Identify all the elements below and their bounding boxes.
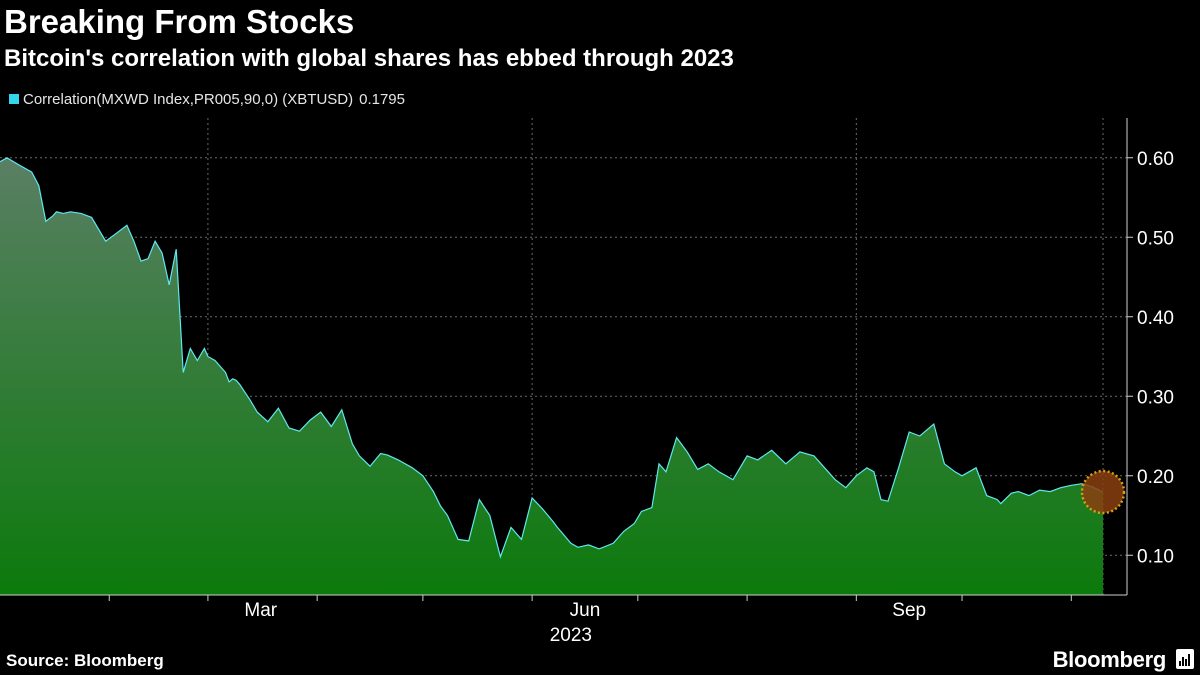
correlation-line xyxy=(0,157,1104,559)
legend-swatch xyxy=(9,94,19,104)
chart-subtitle: Bitcoin's correlation with global shares… xyxy=(4,45,734,72)
axes: 0.10 0.20 0.30 0.40 0.50 0.60 Mar Jun Sep 2023 xyxy=(0,118,1174,646)
correlation-area xyxy=(0,157,1103,596)
bloomberg-terminal-icon xyxy=(1176,649,1194,669)
chart-title: Breaking From Stocks xyxy=(4,3,355,40)
y-tick-label: 0.10 xyxy=(1137,546,1174,567)
y-tick-label: 0.60 xyxy=(1137,149,1174,170)
bloomberg-logo: Bloomberg xyxy=(1052,647,1167,672)
y-tick-label: 0.30 xyxy=(1137,387,1174,408)
x-tick-label: Jun xyxy=(570,600,601,621)
y-tick-label: 0.20 xyxy=(1137,467,1174,488)
x-tick-label: Mar xyxy=(244,600,277,621)
legend: Correlation(MXWD Index,PR005,90,0) (XBTU… xyxy=(9,90,405,110)
legend-label: Correlation(MXWD Index,PR005,90,0) (XBTU… xyxy=(23,91,354,108)
last-value-marker xyxy=(1080,469,1126,515)
last-value-marker-circle xyxy=(1080,469,1126,515)
y-tick-label: 0.50 xyxy=(1137,228,1174,249)
legend-last-value: 0.1795 xyxy=(359,91,405,108)
y-tick-label: 0.40 xyxy=(1137,308,1174,329)
x-tick-label: Sep xyxy=(892,600,926,621)
source-note: Source: Bloomberg xyxy=(6,651,164,670)
x-axis-year-label: 2023 xyxy=(550,625,592,646)
